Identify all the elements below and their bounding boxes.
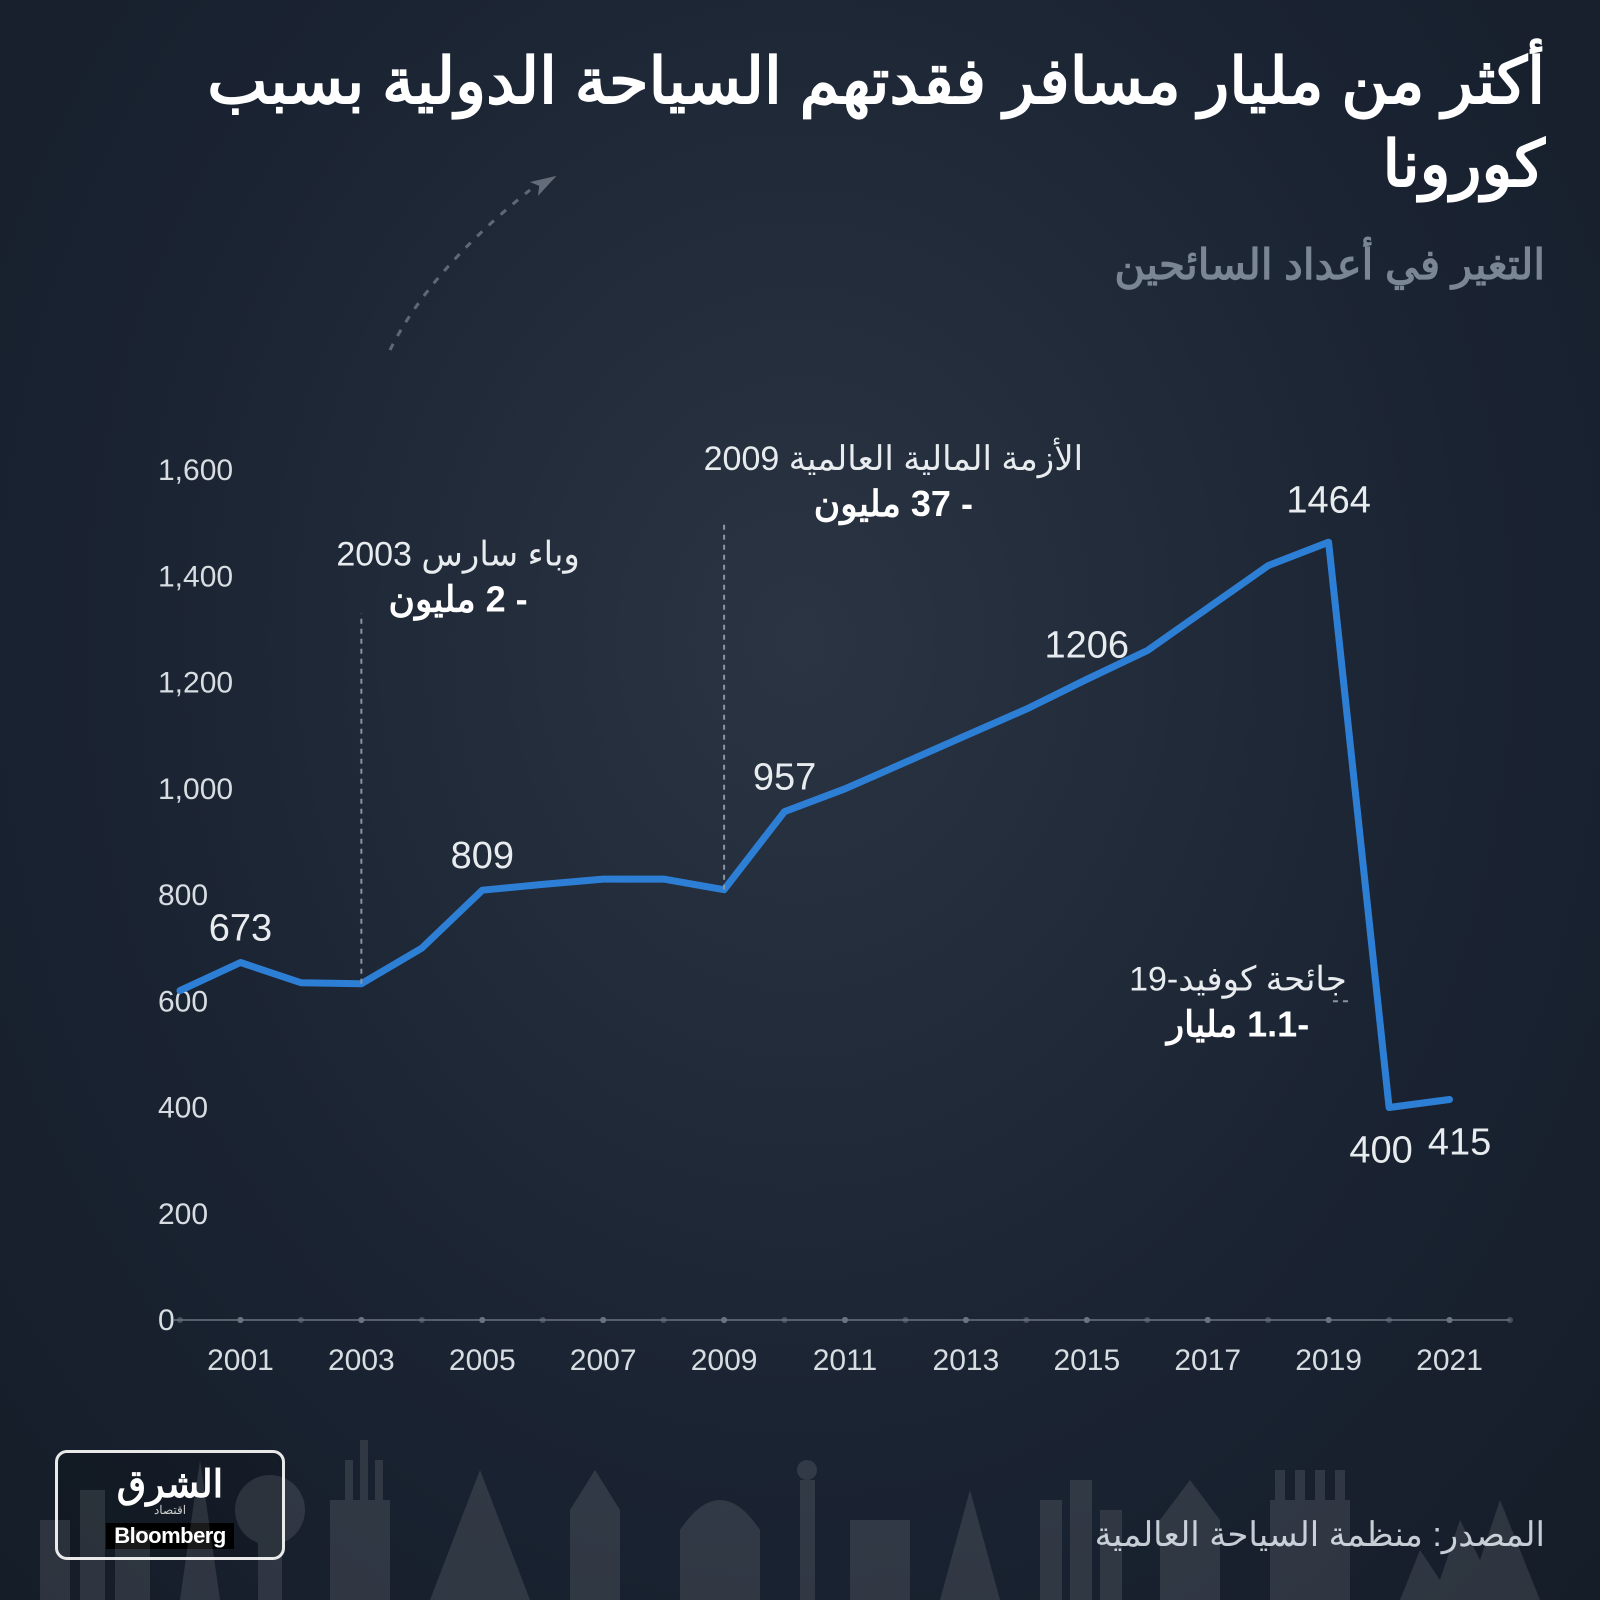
- data-point-label: 809: [451, 835, 514, 877]
- y-axis-label: 400: [158, 1092, 208, 1125]
- logo-bloomberg: Bloomberg: [106, 1523, 234, 1549]
- x-axis-label: 2005: [449, 1344, 516, 1377]
- annotation-value: - 2 مليون: [389, 579, 528, 622]
- y-axis-label: 0: [158, 1304, 175, 1337]
- x-axis-label: 2009: [691, 1344, 758, 1377]
- y-axis-label: 200: [158, 1198, 208, 1231]
- x-axis-label: 2021: [1416, 1344, 1483, 1377]
- annotation-value: - 37 مليون: [814, 483, 973, 526]
- x-axis-label: 2001: [207, 1344, 274, 1377]
- logo-arabic: الشرق: [117, 1462, 224, 1507]
- data-point-label: 957: [753, 757, 816, 799]
- data-point-label: 673: [209, 907, 272, 949]
- logo-subtext: اقتصاد: [154, 1503, 186, 1517]
- annotation-title: الأزمة المالية العالمية 2009: [704, 437, 1083, 479]
- y-axis-label: 1,600: [158, 454, 233, 487]
- data-point-label: 415: [1428, 1122, 1491, 1164]
- annotation-title: جائحة كوفيد-19: [1129, 961, 1347, 1000]
- y-axis-label: 800: [158, 879, 208, 912]
- x-axis-label: 2017: [1174, 1344, 1241, 1377]
- headline-subtitle: التغير في أعداد السائحين: [1114, 240, 1545, 289]
- x-axis-label: 2003: [328, 1344, 395, 1377]
- headline-title: أكثر من مليار مسافر فقدتهم السياحة الدول…: [55, 40, 1545, 206]
- x-axis-label: 2011: [813, 1344, 878, 1377]
- y-axis-label: 1,200: [158, 667, 233, 700]
- data-point-label: 1464: [1286, 479, 1371, 521]
- brand-logo: الشرق اقتصاد Bloomberg: [55, 1450, 285, 1560]
- x-axis-label: 2019: [1295, 1344, 1362, 1377]
- data-point-label: 1206: [1045, 624, 1130, 666]
- y-axis-label: 1,400: [158, 560, 233, 593]
- data-point-label: 400: [1349, 1130, 1412, 1172]
- source-text: المصدر: منظمة السياحة العالمية: [1095, 1515, 1545, 1555]
- x-axis-label: 2007: [570, 1344, 637, 1377]
- annotation-title: وباء سارس 2003: [336, 536, 580, 575]
- tourism-line-chart: 02004006008001,0001,2001,4001,6002001200…: [70, 340, 1540, 1410]
- annotation-value: -1.1 مليار: [1164, 1004, 1309, 1047]
- x-axis-label: 2015: [1053, 1344, 1120, 1377]
- y-axis-label: 1,000: [158, 773, 233, 806]
- x-axis-label: 2013: [933, 1344, 1000, 1377]
